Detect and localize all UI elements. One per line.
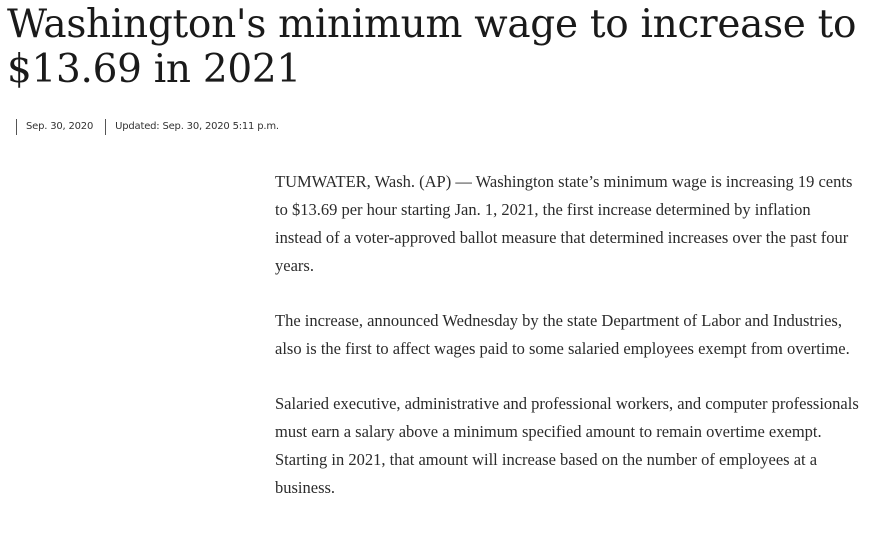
updated-timestamp: Updated: Sep. 30, 2020 5:11 p.m. [105, 119, 279, 135]
article-paragraph: Salaried executive, administrative and p… [275, 394, 859, 497]
article-paragraph: TUMWATER, Wash. (AP) — Washington state’… [275, 172, 853, 275]
published-date: Sep. 30, 2020 [16, 119, 93, 135]
article-headline: Washington's minimum wage to increase to… [7, 2, 857, 92]
article-meta: Sep. 30, 2020 Updated: Sep. 30, 2020 5:1… [16, 119, 291, 135]
article-body: TUMWATER, Wash. (AP) — Washington state’… [275, 168, 860, 529]
article-paragraph: The increase, announced Wednesday by the… [275, 311, 850, 358]
